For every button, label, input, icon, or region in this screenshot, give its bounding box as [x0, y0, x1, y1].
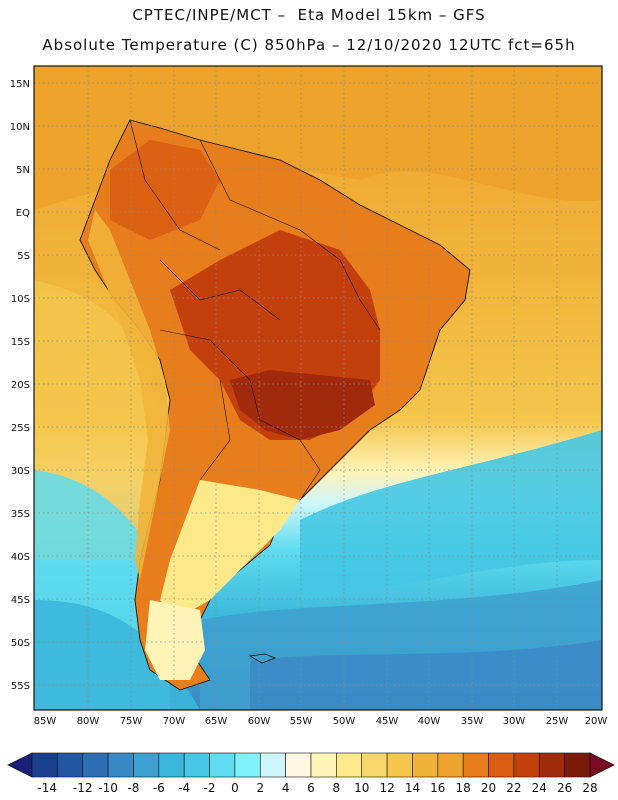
colorbar-label: 0 [231, 781, 239, 795]
lat-label: 40S [11, 552, 30, 563]
lon-label: 60W [248, 716, 271, 727]
lat-label: 15N [10, 79, 30, 90]
colorbar-swatch [107, 752, 134, 778]
lat-label: 15S [11, 337, 30, 348]
colorbar-swatch [82, 752, 109, 778]
lat-label: 25S [11, 423, 30, 434]
colorbar-swatch [564, 752, 591, 778]
colorbar-label: 4 [282, 781, 290, 795]
colorbar: -14 -12 -10 -8 -6 -4 -2 0 2 4 6 8 10 12 14 16 18 20 22 24 26… [7, 752, 615, 795]
colorbar-label: 2 [256, 781, 264, 795]
lat-label: 10S [11, 294, 30, 305]
hottest-core [230, 370, 375, 440]
colorbar-high-arrow [589, 752, 615, 778]
warm-north-band [34, 66, 602, 210]
country-borders [129, 119, 381, 501]
colorbar-label: 8 [333, 781, 341, 795]
colorbar-label: 12 [379, 781, 394, 795]
colorbar-label: 14 [405, 781, 420, 795]
latitude-labels: 15N 10N 5N EQ 5S 10S 15S 20S 25S 30S 35S… [10, 79, 30, 692]
colorbar-swatch [437, 752, 464, 778]
colorbar-swatch [310, 752, 337, 778]
colorbar-low-arrow [7, 752, 33, 778]
atlantic-cool-band [300, 430, 602, 600]
lat-label: 55S [11, 681, 30, 692]
colorbar-label: 6 [307, 781, 315, 795]
lon-label: 70W [163, 716, 186, 727]
longitude-labels: 85W 80W 75W 70W 65W 60W 55W 50W 45W 40W … [34, 716, 608, 727]
lon-label: 80W [77, 716, 100, 727]
map-title-line-1: CPTEC/INPE/MCT – Eta Model 15km – GFS [132, 6, 486, 24]
colorbar-swatch [513, 752, 540, 778]
colorbar-swatch [361, 752, 388, 778]
amazon-warm-zone [110, 140, 220, 240]
colorbar-swatch [412, 752, 439, 778]
patagonia-mild-zone [160, 480, 300, 620]
lon-label: 20W [585, 716, 608, 727]
map-field [34, 66, 602, 710]
colorbar-label: -14 [37, 781, 57, 795]
lon-label: 40W [418, 716, 441, 727]
lon-label: 75W [120, 716, 143, 727]
colorbar-label: -10 [98, 781, 118, 795]
colorbar-label: 20 [481, 781, 496, 795]
lon-label: 85W [34, 716, 57, 727]
colorbar-label: 10 [354, 781, 369, 795]
lat-label: 35S [11, 509, 30, 520]
colorbar-label: 18 [456, 781, 471, 795]
lat-label: 5N [16, 165, 30, 176]
pacific-cold-band [34, 600, 200, 710]
lon-label: 25W [546, 716, 569, 727]
colorbar-label: 22 [506, 781, 521, 795]
colorbar-label: 16 [430, 781, 445, 795]
colorbar-swatch [183, 752, 210, 778]
lat-label: 10N [10, 122, 30, 133]
lon-label: 30W [503, 716, 526, 727]
lon-label: 45W [376, 716, 399, 727]
colorbar-swatch [386, 752, 413, 778]
andes-cool-strip [88, 210, 170, 580]
falkland-islands [248, 653, 277, 664]
lon-label: 65W [205, 716, 228, 727]
colorbar-swatch [234, 752, 261, 778]
colorbar-label: -2 [204, 781, 216, 795]
map-frame [33, 65, 603, 711]
map-title-line-2: Absolute Temperature (C) 850hPa – 12/10/… [42, 36, 576, 54]
lat-label: 30S [11, 466, 30, 477]
colorbar-swatch [336, 752, 363, 778]
colorbar-swatch [488, 752, 515, 778]
colorbar-label: 28 [582, 781, 597, 795]
colorbar-label: -12 [73, 781, 93, 795]
lon-label: 55W [290, 716, 313, 727]
colorbar-label: 24 [532, 781, 547, 795]
colorbar-swatch [462, 752, 489, 778]
lon-label: 50W [333, 716, 356, 727]
colorbar-label: -4 [178, 781, 190, 795]
colorbar-label: 26 [557, 781, 572, 795]
lat-label: 5S [17, 251, 30, 262]
colorbar-swatch [31, 752, 58, 778]
colorbar-swatch [209, 752, 236, 778]
lat-label: EQ [16, 208, 30, 219]
colorbar-swatch [538, 752, 565, 778]
patagonia-cool-zone [145, 600, 205, 680]
colorbar-swatch [57, 752, 84, 778]
lat-label: 45S [11, 595, 30, 606]
graticule [34, 66, 602, 710]
colorbar-label: -8 [127, 781, 139, 795]
colorbar-swatch [158, 752, 185, 778]
colorbar-swatch [259, 752, 286, 778]
lon-label: 35W [461, 716, 484, 727]
colorbar-swatch [133, 752, 160, 778]
colorbar-label: -6 [153, 781, 165, 795]
colorbar-swatch [285, 752, 312, 778]
lat-label: 20S [11, 380, 30, 391]
lat-label: 50S [11, 638, 30, 649]
